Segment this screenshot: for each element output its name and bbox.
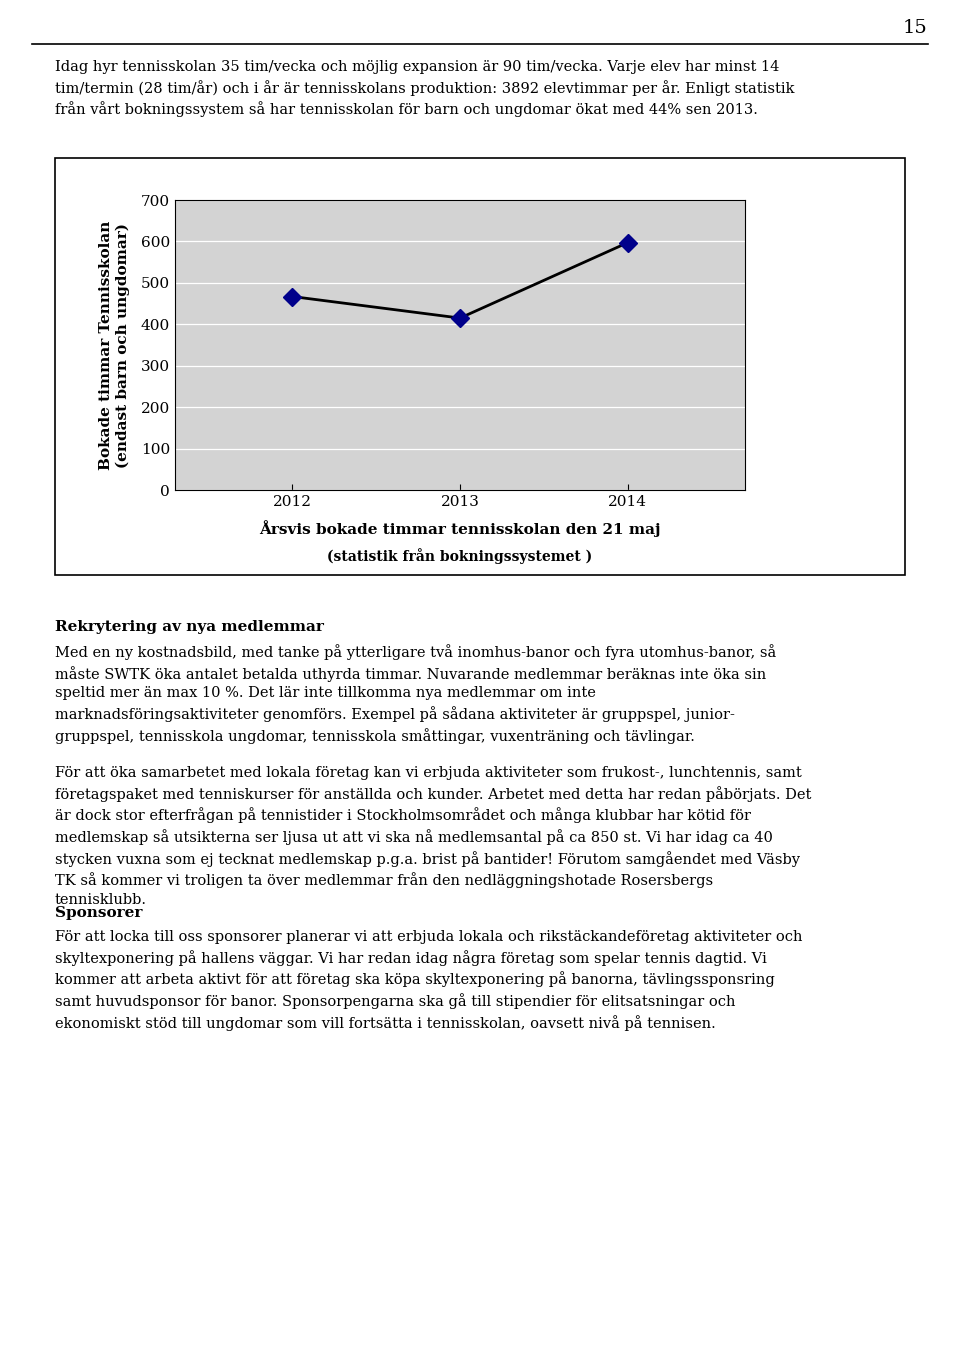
Text: Årsvis bokade timmar tennisskolan den 21 maj: Årsvis bokade timmar tennisskolan den 21… [259, 520, 660, 536]
Text: Rekrytering av nya medlemmar: Rekrytering av nya medlemmar [55, 620, 324, 634]
Y-axis label: Bokade timmar Tennisskolan
(endast barn och ungdomar): Bokade timmar Tennisskolan (endast barn … [99, 221, 130, 469]
Text: För att locka till oss sponsorer planerar vi att erbjuda lokala och rikstäckande: För att locka till oss sponsorer planera… [55, 930, 803, 1030]
Text: 15: 15 [902, 19, 927, 37]
Text: För att öka samarbetet med lokala företag kan vi erbjuda aktiviteter som frukost: För att öka samarbetet med lokala företa… [55, 766, 811, 907]
Text: Idag hyr tennisskolan 35 tim/vecka och möjlig expansion är 90 tim/vecka. Varje e: Idag hyr tennisskolan 35 tim/vecka och m… [55, 60, 795, 118]
Text: Sponsorer: Sponsorer [55, 906, 142, 921]
Text: (statistik från bokningssystemet ): (statistik från bokningssystemet ) [327, 547, 592, 564]
Text: Med en ny kostnadsbild, med tanke på ytterligare två inomhus-banor och fyra utom: Med en ny kostnadsbild, med tanke på ytt… [55, 643, 777, 744]
